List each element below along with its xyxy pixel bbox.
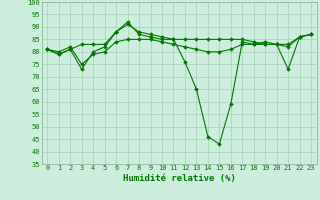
- X-axis label: Humidité relative (%): Humidité relative (%): [123, 174, 236, 183]
